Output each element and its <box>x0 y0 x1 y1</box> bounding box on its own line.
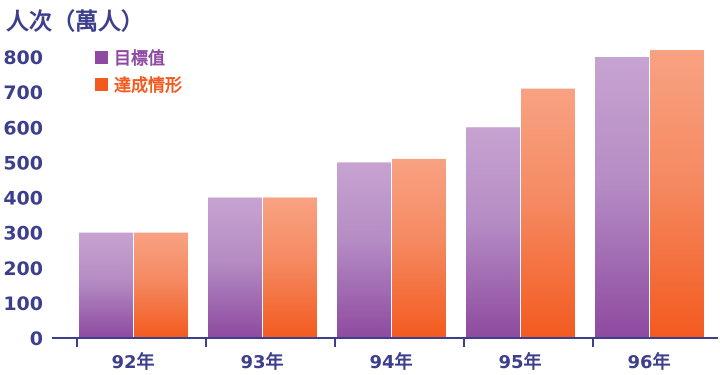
x-axis-ticks <box>76 338 594 347</box>
bar-target <box>79 232 133 338</box>
x-category-label: 96年 <box>627 351 670 373</box>
y-tick-label: 300 <box>3 223 43 245</box>
bar-achieved <box>521 88 575 338</box>
bar-achieved <box>392 158 446 338</box>
y-tick-label: 0 <box>30 328 43 350</box>
y-tick-label: 200 <box>3 258 43 280</box>
bar-target <box>337 162 391 338</box>
x-category-label: 94年 <box>369 351 412 373</box>
legend-swatch-achieved <box>95 78 108 91</box>
legend-swatch-target <box>95 51 108 64</box>
chart-title: 人次（萬人） <box>6 8 144 35</box>
x-category-label: 95年 <box>498 351 541 373</box>
bar-target <box>208 197 262 338</box>
y-tick-label: 500 <box>3 152 43 174</box>
bar-achieved <box>650 49 704 338</box>
y-tick-label: 600 <box>3 117 43 139</box>
y-tick-label: 100 <box>3 293 43 315</box>
bar-achieved <box>134 232 188 338</box>
y-tick-label: 400 <box>3 188 43 210</box>
bar-target <box>466 127 520 338</box>
bar-target <box>595 57 649 338</box>
x-category-label: 93年 <box>240 351 283 373</box>
y-tick-label: 800 <box>3 47 43 69</box>
y-tick-label: 700 <box>3 82 43 104</box>
legend-label-achieved: 達成情形 <box>114 75 182 96</box>
legend: 目標值 達成情形 <box>95 48 182 96</box>
x-axis-labels: 92年 93年 94年 95年 96年 <box>111 351 670 373</box>
bar-achieved <box>263 197 317 338</box>
x-category-label: 92年 <box>111 351 154 373</box>
legend-label-target: 目標值 <box>114 48 165 69</box>
bars <box>79 49 704 338</box>
y-axis-ticks: 0 100 200 300 400 500 600 700 800 <box>3 47 43 350</box>
